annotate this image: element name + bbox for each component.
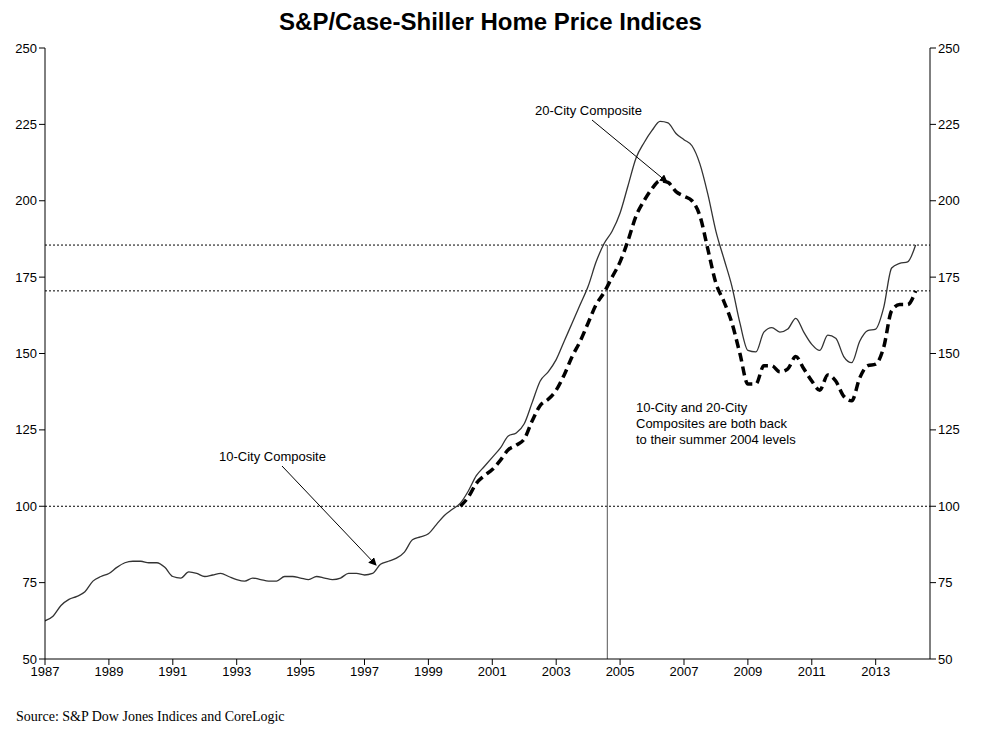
svg-text:175: 175 [938,270,960,285]
svg-text:2007: 2007 [670,664,699,679]
html-text:S&P/Case-Shiller Home Price In: S&P/Case-Shiller Home Price Indices [279,8,702,35]
html-text:Composites are both back: Composites are both back [636,416,787,431]
svg-text:2011: 2011 [798,664,826,679]
svg-text:1991: 1991 [158,664,187,679]
svg-text:125: 125 [15,422,37,437]
svg-text:2009: 2009 [733,664,762,679]
svg-text:225: 225 [15,117,37,132]
svg-text:2001: 2001 [478,664,507,679]
svg-text:2013: 2013 [861,664,890,679]
svg-text:2003: 2003 [542,664,571,679]
svg-text:1987: 1987 [30,664,60,680]
html-text:10-City Composite: 10-City Composite [219,449,326,464]
svg-text:175: 175 [15,270,37,285]
svg-text:1995: 1995 [286,664,315,679]
html-text:Source: S&P Dow Jones Indices: Source: S&P Dow Jones Indices and CoreLo… [16,709,285,724]
svg-text:225: 225 [938,117,960,132]
svg-text:100: 100 [938,499,960,514]
svg-text:150: 150 [938,346,960,361]
html-text:10-City and 20-City: 10-City and 20-City [636,400,748,415]
html-text:to their summer 2004 levels: to their summer 2004 levels [636,432,796,447]
svg-text:200: 200 [938,193,960,208]
svg-text:1989: 1989 [94,664,123,679]
svg-text:200: 200 [15,193,37,208]
svg-text:100: 100 [15,499,37,514]
svg-text:2005: 2005 [606,664,635,679]
svg-text:1997: 1997 [350,664,379,679]
svg-text:75: 75 [23,575,37,590]
svg-text:50: 50 [23,652,37,667]
svg-text:1999: 1999 [414,664,443,679]
svg-text:125: 125 [938,422,960,437]
svg-text:50: 50 [938,652,952,667]
html-text:20-City Composite: 20-City Composite [535,103,642,118]
svg-text:1993: 1993 [222,664,251,679]
svg-text:250: 250 [15,41,37,56]
svg-text:250: 250 [938,41,960,56]
svg-text:75: 75 [938,575,952,590]
svg-text:150: 150 [15,346,37,361]
